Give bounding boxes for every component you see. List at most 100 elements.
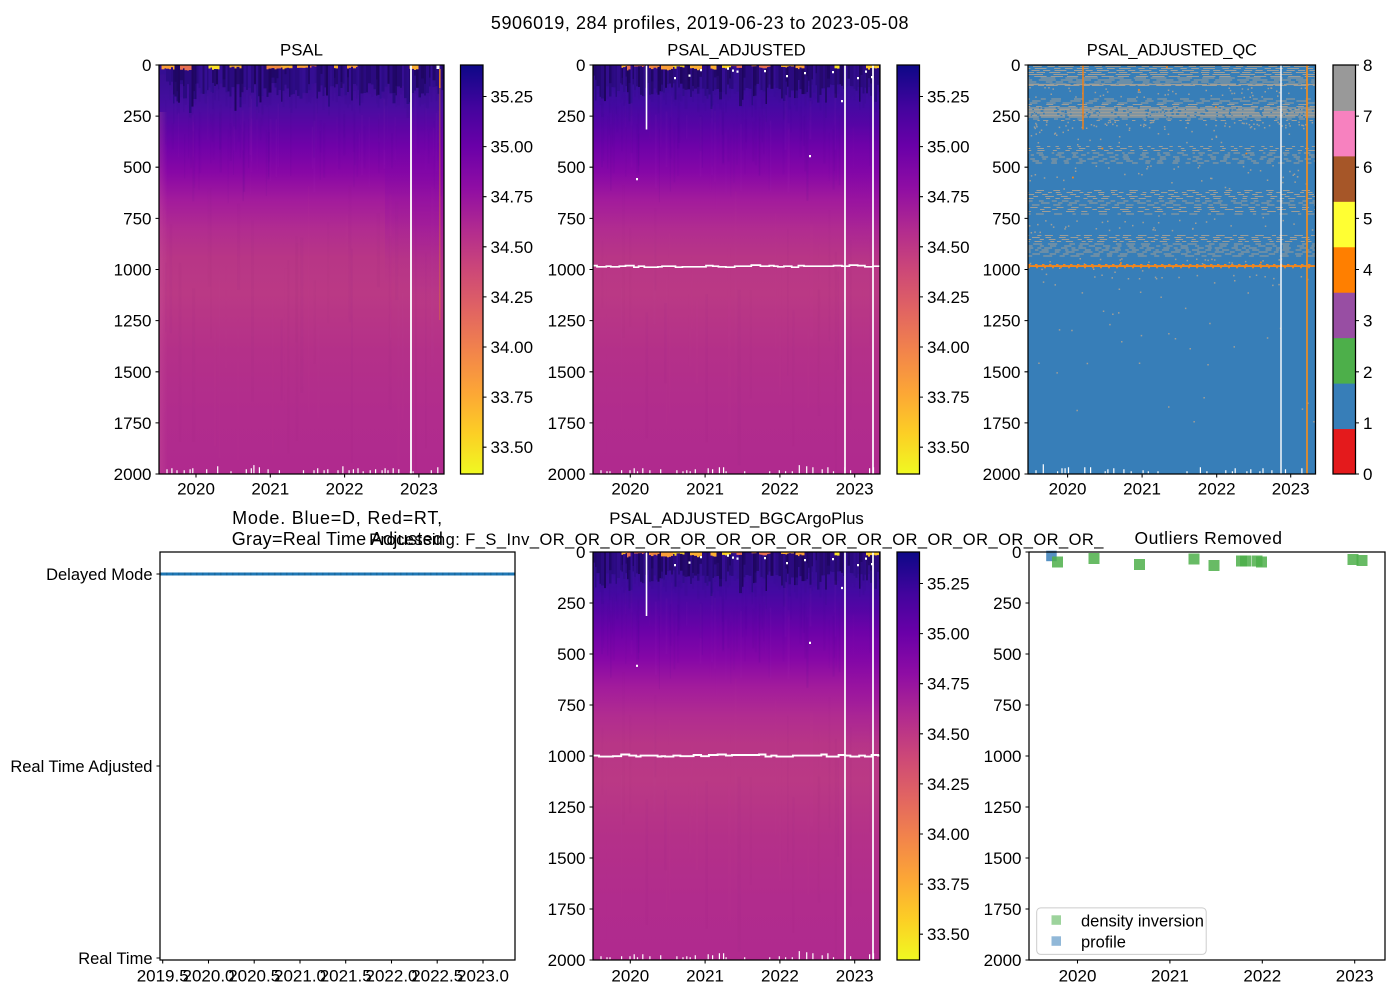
- svg-text:750: 750: [557, 696, 585, 715]
- svg-text:34.25: 34.25: [927, 775, 970, 794]
- svg-text:1500: 1500: [114, 363, 152, 382]
- svg-text:2023: 2023: [1272, 480, 1310, 499]
- svg-text:Processing: F_S_Inv_OR_OR_OR_O: Processing: F_S_Inv_OR_OR_OR_OR_OR_OR_OR…: [369, 531, 1104, 549]
- svg-text:250: 250: [993, 594, 1021, 613]
- svg-text:profile: profile: [1081, 934, 1126, 952]
- svg-text:0: 0: [1363, 465, 1372, 484]
- svg-text:1250: 1250: [548, 312, 586, 331]
- svg-text:2021: 2021: [1151, 967, 1189, 986]
- svg-text:1500: 1500: [983, 363, 1021, 382]
- svg-text:PSAL_ADJUSTED: PSAL_ADJUSTED: [667, 42, 806, 60]
- svg-text:Real Time: Real Time: [78, 950, 152, 968]
- svg-text:33.50: 33.50: [927, 925, 970, 944]
- svg-text:250: 250: [992, 107, 1020, 126]
- svg-text:33.75: 33.75: [927, 388, 970, 407]
- svg-text:2020.0: 2020.0: [183, 967, 235, 986]
- svg-text:2021: 2021: [686, 967, 724, 986]
- svg-text:2020: 2020: [611, 967, 649, 986]
- svg-text:1: 1: [1363, 414, 1372, 433]
- svg-text:2022: 2022: [761, 480, 799, 499]
- svg-text:0: 0: [1012, 543, 1021, 562]
- svg-text:1750: 1750: [983, 414, 1021, 433]
- svg-text:34.50: 34.50: [927, 725, 970, 744]
- svg-text:1750: 1750: [114, 414, 152, 433]
- svg-text:1750: 1750: [548, 414, 586, 433]
- svg-text:34.25: 34.25: [491, 288, 534, 307]
- svg-text:2023: 2023: [400, 480, 438, 499]
- svg-text:2023.0: 2023.0: [457, 967, 509, 986]
- svg-text:2023: 2023: [836, 967, 874, 986]
- svg-text:1500: 1500: [984, 849, 1022, 868]
- svg-text:34.75: 34.75: [927, 675, 970, 694]
- svg-text:1000: 1000: [548, 261, 586, 280]
- svg-text:2021: 2021: [1123, 480, 1161, 499]
- svg-text:8: 8: [1363, 56, 1372, 75]
- svg-text:density inversion: density inversion: [1081, 913, 1204, 931]
- svg-text:250: 250: [557, 107, 585, 126]
- svg-text:33.50: 33.50: [491, 438, 534, 457]
- svg-text:750: 750: [993, 696, 1021, 715]
- svg-text:PSAL_ADJUSTED_QC: PSAL_ADJUSTED_QC: [1087, 42, 1257, 60]
- svg-text:3: 3: [1363, 312, 1372, 331]
- svg-text:35.00: 35.00: [927, 138, 970, 157]
- svg-text:2000: 2000: [983, 465, 1021, 484]
- svg-text:2020: 2020: [1059, 967, 1097, 986]
- svg-text:34.00: 34.00: [927, 825, 970, 844]
- svg-text:500: 500: [557, 158, 585, 177]
- svg-text:2021.5: 2021.5: [320, 967, 372, 986]
- svg-text:0: 0: [576, 543, 585, 562]
- svg-text:0: 0: [576, 56, 585, 75]
- svg-text:2000: 2000: [984, 951, 1022, 970]
- svg-text:1500: 1500: [548, 363, 586, 382]
- svg-text:1500: 1500: [548, 849, 586, 868]
- svg-text:2020.5: 2020.5: [228, 967, 280, 986]
- svg-text:1000: 1000: [114, 261, 152, 280]
- svg-text:500: 500: [993, 645, 1021, 664]
- svg-text:35.00: 35.00: [491, 138, 534, 157]
- svg-text:750: 750: [123, 209, 151, 228]
- svg-text:2021: 2021: [686, 480, 724, 499]
- svg-text:2022: 2022: [761, 967, 799, 986]
- svg-text:2020: 2020: [177, 480, 215, 499]
- svg-text:35.00: 35.00: [927, 625, 970, 644]
- svg-text:1750: 1750: [548, 900, 586, 919]
- svg-text:34.00: 34.00: [927, 338, 970, 357]
- svg-text:6: 6: [1363, 158, 1372, 177]
- svg-text:PSAL_ADJUSTED_BGCArgoPlus: PSAL_ADJUSTED_BGCArgoPlus: [609, 509, 864, 528]
- svg-text:5906019, 284 profiles, 2019-06: 5906019, 284 profiles, 2019-06-23 to 202…: [491, 13, 909, 33]
- svg-text:250: 250: [557, 594, 585, 613]
- svg-text:2000: 2000: [548, 951, 586, 970]
- svg-text:2021: 2021: [251, 480, 289, 499]
- svg-text:2: 2: [1363, 363, 1372, 382]
- svg-text:2022: 2022: [326, 480, 364, 499]
- svg-text:34.75: 34.75: [927, 188, 970, 207]
- svg-text:250: 250: [123, 107, 151, 126]
- svg-text:35.25: 35.25: [927, 575, 970, 594]
- svg-text:Delayed Mode: Delayed Mode: [46, 566, 152, 584]
- svg-text:34.50: 34.50: [491, 238, 534, 257]
- svg-text:1000: 1000: [984, 747, 1022, 766]
- svg-text:1750: 1750: [984, 900, 1022, 919]
- svg-text:0: 0: [1011, 56, 1020, 75]
- svg-text:34.25: 34.25: [927, 288, 970, 307]
- svg-text:Mode. Blue=D, Red=RT,: Mode. Blue=D, Red=RT,: [232, 508, 443, 528]
- svg-text:1250: 1250: [548, 798, 586, 817]
- svg-text:2023: 2023: [836, 480, 874, 499]
- svg-text:35.25: 35.25: [927, 88, 970, 107]
- svg-text:1000: 1000: [983, 261, 1021, 280]
- svg-text:750: 750: [557, 209, 585, 228]
- svg-text:500: 500: [992, 158, 1020, 177]
- svg-text:35.25: 35.25: [491, 88, 534, 107]
- svg-text:33.50: 33.50: [927, 438, 970, 457]
- svg-text:0: 0: [142, 56, 151, 75]
- svg-text:7: 7: [1363, 107, 1372, 126]
- svg-text:1250: 1250: [114, 312, 152, 331]
- svg-text:5: 5: [1363, 209, 1372, 228]
- svg-text:34.00: 34.00: [491, 338, 534, 357]
- svg-text:2022: 2022: [1198, 480, 1236, 499]
- svg-text:500: 500: [123, 158, 151, 177]
- svg-text:Real Time Adjusted: Real Time Adjusted: [10, 758, 152, 776]
- svg-text:34.50: 34.50: [927, 238, 970, 257]
- svg-text:2021.0: 2021.0: [274, 967, 326, 986]
- svg-text:750: 750: [992, 209, 1020, 228]
